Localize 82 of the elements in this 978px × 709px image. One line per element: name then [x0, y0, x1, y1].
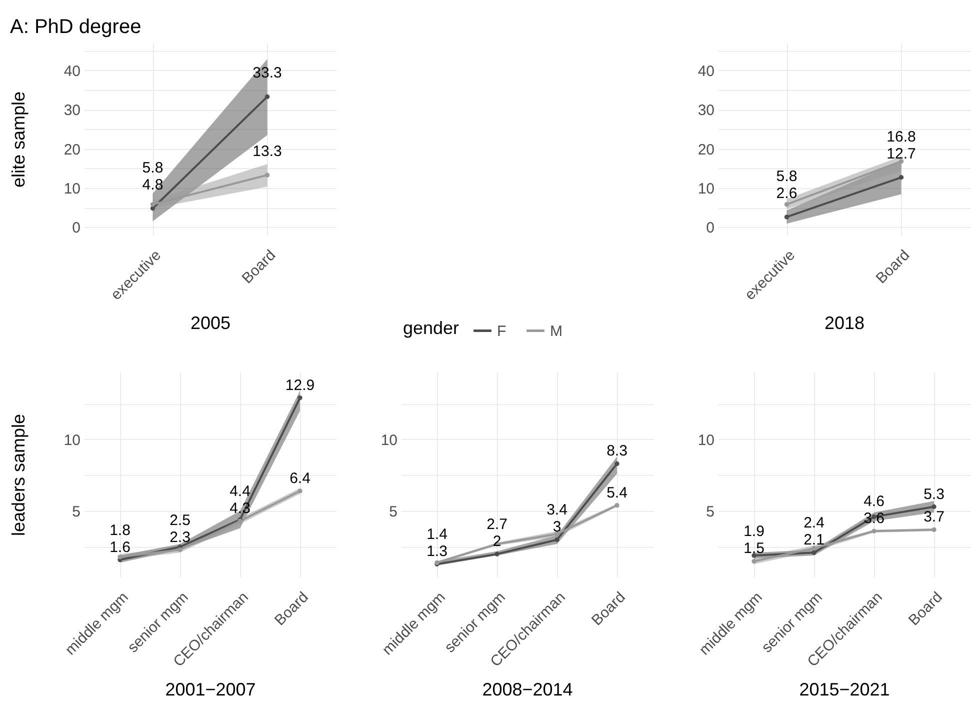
data-label: 8.3 [606, 442, 628, 460]
point [784, 214, 790, 220]
data-label: 1.3 [426, 543, 448, 560]
data-label: 2.1 [804, 532, 824, 549]
y-axis-title: leaders sample [8, 414, 28, 536]
point [614, 502, 620, 508]
legend-label: F [497, 322, 506, 340]
data-label: 1.5 [744, 540, 764, 558]
x-axis-title: 2015−2021 [799, 680, 890, 700]
data-label: 1.6 [110, 538, 130, 556]
y-tick-label: 30 [698, 102, 714, 120]
data-label: 3.6 [864, 510, 884, 528]
point [614, 461, 620, 466]
data-label: 4.4 [230, 483, 250, 500]
data-label: 2.3 [170, 528, 190, 546]
point [812, 550, 816, 555]
point [494, 552, 500, 556]
data-label: 16.8 [886, 128, 916, 146]
data-label: 2 [492, 533, 502, 550]
point [118, 554, 122, 560]
point [178, 547, 182, 552]
data-label: 12.9 [285, 376, 315, 394]
data-label: 2.4 [804, 514, 824, 532]
point [554, 537, 560, 542]
data-label: 2.7 [486, 516, 508, 534]
point [150, 202, 156, 207]
data-label: 33.3 [252, 64, 282, 82]
y-axis-title: elite sample [8, 91, 28, 188]
point [298, 395, 302, 400]
x-axis-title: 2001−2007 [165, 680, 256, 700]
point [752, 558, 756, 564]
data-label: 5.4 [606, 484, 628, 502]
y-tick-label: 10 [380, 432, 398, 449]
point [264, 94, 270, 100]
data-label: 1.9 [744, 523, 764, 540]
y-tick-label: 30 [64, 102, 80, 120]
data-label: 13.3 [252, 143, 282, 160]
data-label: 4.8 [142, 176, 164, 194]
data-label: 6.4 [290, 470, 310, 487]
data-label: 3 [552, 518, 562, 536]
point [784, 202, 790, 207]
data-label: 1.4 [426, 526, 448, 544]
chart-title: A: PhD degree [10, 16, 142, 38]
y-tick-label: 5 [72, 504, 80, 521]
data-label: 5.8 [142, 159, 164, 176]
point [554, 532, 560, 536]
point [932, 504, 936, 510]
point [898, 158, 904, 164]
data-label: 2.5 [170, 512, 190, 529]
data-label: 3.7 [924, 508, 944, 526]
data-label: 4.6 [864, 493, 884, 510]
data-label: 2.6 [776, 184, 798, 202]
y-tick-label: 0 [72, 220, 80, 237]
point [812, 546, 816, 551]
y-tick-label: 5 [706, 504, 714, 521]
point [752, 553, 756, 558]
x-axis-title: 2018 [824, 312, 865, 333]
x-axis-title: 2005 [190, 312, 231, 333]
y-tick-label: 10 [64, 180, 80, 198]
y-tick-label: 0 [706, 220, 714, 237]
legend-title: gender [403, 318, 460, 338]
legend-label: M [550, 322, 562, 340]
y-tick-label: 10 [698, 432, 714, 449]
data-label: 5.8 [776, 168, 798, 185]
point [264, 172, 270, 178]
y-tick-label: 10 [698, 180, 714, 198]
point [872, 528, 876, 534]
point [898, 175, 904, 180]
point [932, 527, 936, 532]
y-tick-label: 10 [64, 432, 80, 449]
point [298, 488, 302, 494]
x-axis-title: 2008−2014 [482, 680, 573, 700]
y-tick-label: 40 [64, 62, 80, 80]
data-label: 3.4 [546, 502, 568, 519]
data-label: 1.8 [110, 522, 130, 539]
data-label: 5.3 [924, 486, 944, 503]
y-tick-label: 5 [389, 504, 398, 521]
y-tick-label: 20 [698, 141, 714, 158]
y-tick-label: 40 [698, 62, 714, 80]
point [150, 206, 156, 211]
data-label: 12.7 [886, 145, 916, 162]
y-tick-label: 20 [64, 141, 80, 158]
